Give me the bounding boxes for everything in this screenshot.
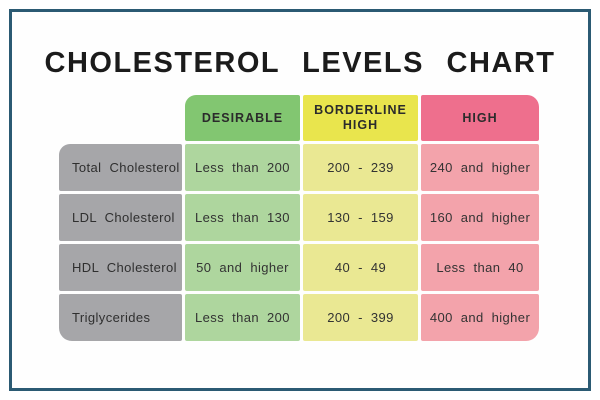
table-corner-spacer <box>59 95 182 141</box>
column-header-desirable: DESIRABLE <box>185 95 300 141</box>
row-label-total-cholesterol: Total Cholesterol <box>59 144 182 191</box>
cell-total-desirable: Less than 200 <box>185 144 300 191</box>
page-title: CHOLESTEROL LEVELS CHART <box>44 47 556 79</box>
cell-total-high: 240 and higher <box>421 144 539 191</box>
cell-ldl-borderline: 130 - 159 <box>303 194 418 241</box>
column-header-borderline-high: BORDERLINE HIGH <box>303 95 418 141</box>
cell-hdl-high: Less than 40 <box>421 244 539 291</box>
row-label-ldl-cholesterol: LDL Cholesterol <box>59 194 182 241</box>
cell-triglycerides-borderline: 200 - 399 <box>303 294 418 341</box>
cell-ldl-desirable: Less than 130 <box>185 194 300 241</box>
cell-ldl-high: 160 and higher <box>421 194 539 241</box>
row-label-triglycerides: Triglycerides <box>59 294 182 341</box>
column-header-high: HIGH <box>421 95 539 141</box>
cell-hdl-borderline: 40 - 49 <box>303 244 418 291</box>
cell-total-borderline: 200 - 239 <box>303 144 418 191</box>
cell-triglycerides-desirable: Less than 200 <box>185 294 300 341</box>
cell-triglycerides-high: 400 and higher <box>421 294 539 341</box>
cell-hdl-desirable: 50 and higher <box>185 244 300 291</box>
row-label-hdl-cholesterol: HDL Cholesterol <box>59 244 182 291</box>
cholesterol-table: DESIRABLE BORDERLINE HIGH HIGH Total Cho… <box>59 95 539 341</box>
